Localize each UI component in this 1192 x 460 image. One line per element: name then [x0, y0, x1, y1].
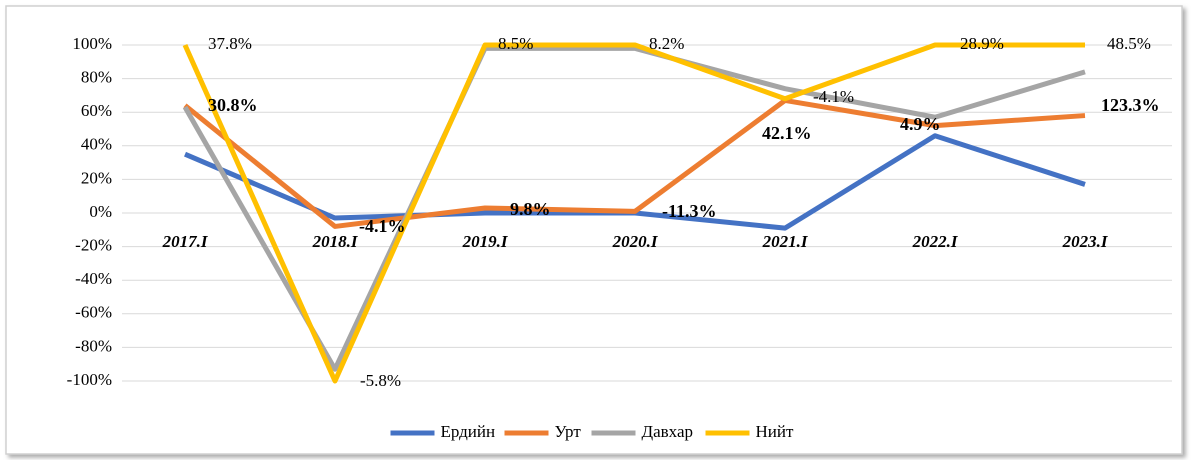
x-tick-label: 2021.I — [762, 232, 809, 251]
chart-frame — [5, 5, 1183, 455]
y-tick-label: -40% — [75, 269, 112, 288]
y-tick-label: 0% — [89, 202, 112, 221]
legend-label: Урт — [555, 422, 582, 441]
annotation: 30.8% — [208, 95, 258, 115]
legend-label: Давхар — [642, 422, 694, 441]
y-tick-label: 100% — [72, 34, 112, 53]
legend-label: Ердийн — [441, 422, 496, 441]
annotation: 123.3% — [1101, 95, 1160, 115]
annotation: 37.8% — [208, 34, 252, 53]
annotation: 28.9% — [960, 34, 1004, 53]
y-tick-label: 20% — [81, 168, 112, 187]
x-tick-label: 2022.I — [912, 232, 959, 251]
y-tick-label: 80% — [81, 68, 112, 87]
y-tick-label: -80% — [75, 336, 112, 355]
annotation: 8.5% — [498, 34, 533, 53]
annotation: 48.5% — [1107, 34, 1151, 53]
x-tick-label: 2023.I — [1062, 232, 1109, 251]
annotation: -4.1% — [813, 87, 854, 106]
y-tick-label: -20% — [75, 236, 112, 255]
x-tick-label: 2020.I — [612, 232, 659, 251]
y-tick-label: -60% — [75, 303, 112, 322]
y-tick-label: 60% — [81, 101, 112, 120]
annotation: 42.1% — [762, 123, 812, 143]
y-tick-label: 40% — [81, 135, 112, 154]
x-tick-label: 2017.I — [162, 232, 209, 251]
x-tick-label: 2019.I — [462, 232, 509, 251]
legend-label: Нийт — [756, 422, 794, 441]
annotation: 9.8% — [510, 199, 551, 219]
annotation: -4.1% — [359, 216, 406, 236]
annotation: -5.8% — [360, 371, 401, 390]
series-line — [183, 97, 1086, 229]
series-line — [182, 42, 1085, 384]
y-tick-label: -100% — [67, 370, 112, 389]
annotation: 4.9% — [900, 114, 941, 134]
x-tick-label: 2018.I — [312, 232, 359, 251]
series-line — [182, 45, 1086, 372]
annotation: -11.3% — [662, 201, 717, 221]
annotation: 8.2% — [649, 34, 684, 53]
